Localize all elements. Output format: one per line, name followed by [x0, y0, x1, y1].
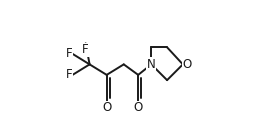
Text: F: F [66, 68, 72, 81]
Text: F: F [66, 47, 72, 60]
Text: O: O [134, 101, 143, 114]
Text: O: O [102, 101, 111, 114]
Text: O: O [183, 58, 192, 71]
Text: F: F [82, 43, 89, 56]
Text: N: N [147, 58, 156, 71]
